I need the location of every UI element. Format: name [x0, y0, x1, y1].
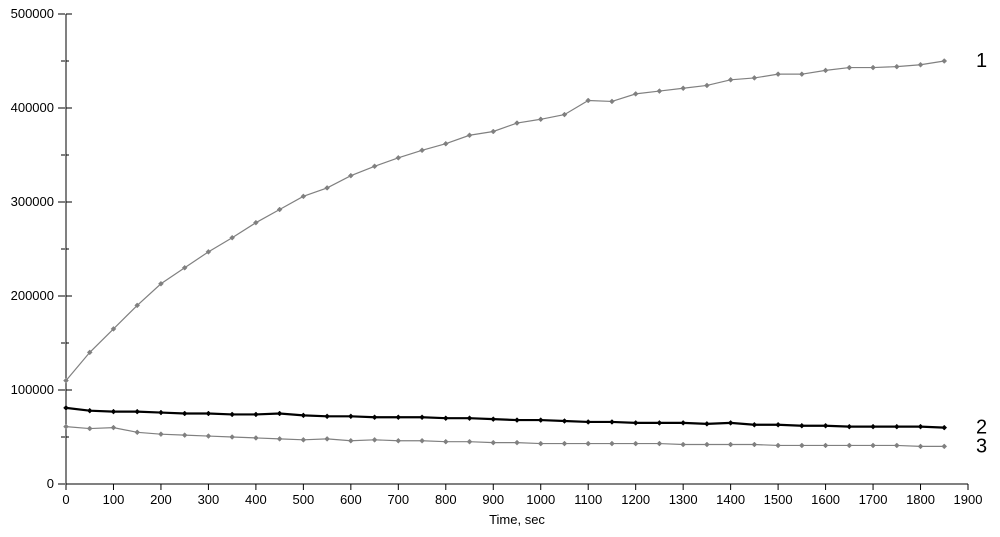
x-tick-label: 700	[387, 492, 409, 507]
x-tick-label: 600	[340, 492, 362, 507]
series-label-1: 1	[976, 50, 987, 72]
x-axis-label: Time, sec	[489, 512, 545, 527]
y-tick-label: 300000	[11, 194, 54, 209]
x-tick-label: 100	[103, 492, 125, 507]
x-tick-label: 400	[245, 492, 267, 507]
x-tick-label: 1900	[954, 492, 983, 507]
chart-svg: 0 100000 200000 300000 400000 500000 0 100 200 30…	[0, 0, 1000, 537]
x-tick-label: 1600	[811, 492, 840, 507]
x-tick-label: 1400	[716, 492, 745, 507]
line-chart: 0 100000 200000 300000 400000 500000 0 100 200 30…	[0, 0, 1000, 537]
y-tick-label: 100000	[11, 382, 54, 397]
x-tick-label: 1500	[764, 492, 793, 507]
x-tick-label: 1800	[906, 492, 935, 507]
x-tick-label: 1700	[859, 492, 888, 507]
x-tick-label: 1000	[526, 492, 555, 507]
x-tick-label: 1100	[574, 492, 602, 507]
x-tick-label: 200	[150, 492, 172, 507]
series-label-3: 3	[976, 435, 987, 457]
x-tick-label: 900	[482, 492, 504, 507]
y-tick-label: 0	[47, 476, 54, 491]
y-tick-label: 400000	[11, 100, 54, 115]
x-tick-label: 800	[435, 492, 457, 507]
x-tick-label: 0	[62, 492, 69, 507]
y-tick-label: 500000	[11, 6, 54, 21]
x-tick-label: 1300	[669, 492, 698, 507]
x-tick-label: 1200	[621, 492, 650, 507]
x-tick-label: 300	[198, 492, 220, 507]
x-tick-label: 500	[293, 492, 315, 507]
y-tick-label: 200000	[11, 288, 54, 303]
